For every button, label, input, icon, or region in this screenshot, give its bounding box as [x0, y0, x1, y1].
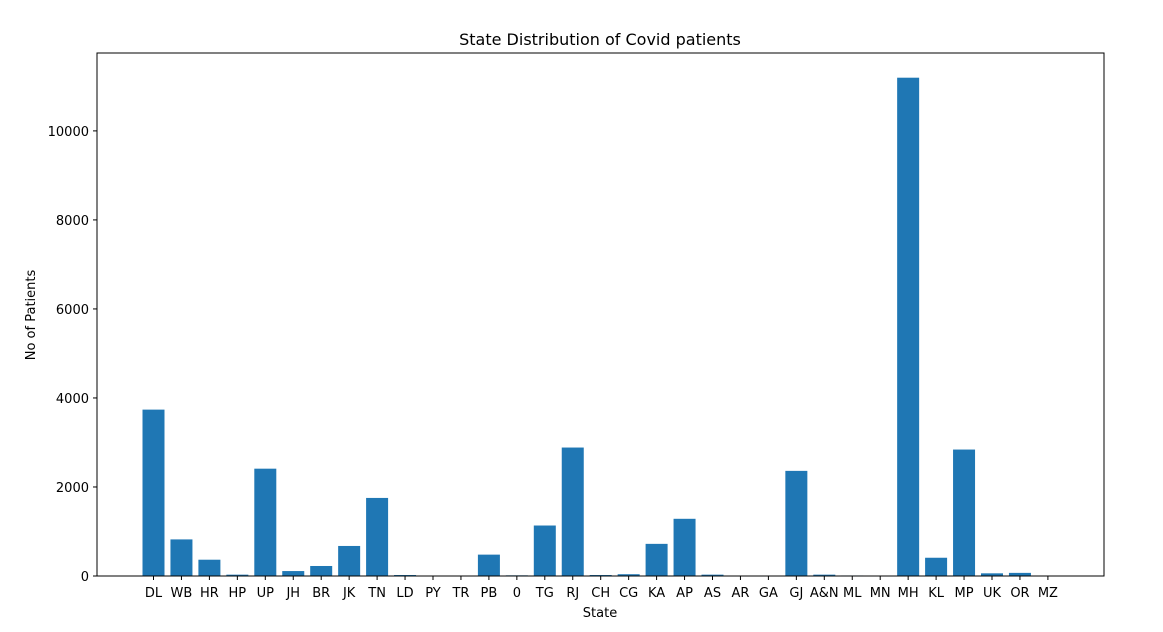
x-tick-label: MP [955, 586, 974, 601]
x-tick-label: CG [619, 586, 638, 601]
bar-TG [533, 525, 556, 576]
bar-HR [198, 559, 221, 576]
x-tick-label: ML [843, 586, 862, 601]
x-tick-label: 0 [513, 586, 521, 601]
bar-KA [645, 543, 668, 576]
x-tick-label: KA [648, 586, 665, 601]
x-tick-label: MZ [1038, 586, 1058, 601]
x-tick-label: DL [145, 586, 163, 601]
bar-JH [282, 571, 305, 576]
x-tick-label: BR [312, 586, 330, 601]
bar-WB [170, 539, 193, 576]
x-tick-label: UP [257, 586, 275, 601]
x-tick-label: JH [285, 586, 300, 601]
bar-CG [617, 574, 640, 576]
chart-title: State Distribution of Covid patients [459, 30, 741, 49]
x-tick-label: PY [425, 586, 441, 601]
y-tick-label: 4000 [56, 392, 89, 407]
bar-AS [701, 574, 724, 576]
y-axis-label: No of Patients [24, 270, 39, 361]
y-tick-label: 0 [81, 570, 89, 585]
bar-GJ [785, 470, 808, 576]
x-tick-label: HR [200, 586, 219, 601]
bar-BR [310, 565, 333, 576]
x-tick-label: MH [898, 586, 919, 601]
bar-PB [477, 554, 500, 576]
bar-JK [338, 545, 361, 576]
x-tick-label: AP [676, 586, 693, 601]
bar-AP [673, 518, 696, 576]
plot-frame [96, 52, 1105, 577]
bar-KL [925, 557, 948, 576]
x-tick-label: RJ [566, 586, 579, 601]
x-tick-label: CH [591, 586, 610, 601]
bar-UP [254, 468, 277, 576]
x-axis-ticks: DL WB HR HP UP JH BR JK TN LD PY TR PB 0 TG RJ CH CG KA AP A… [145, 576, 1058, 601]
x-tick-label: AR [731, 586, 749, 601]
bars-group [142, 77, 1059, 576]
x-tick-label: GJ [789, 586, 803, 601]
bar-A&N [813, 574, 836, 576]
y-tick-label: 10000 [48, 125, 89, 140]
bar-MP [953, 449, 976, 576]
bar-OR [1008, 572, 1031, 576]
x-tick-label: KL [928, 586, 945, 601]
x-tick-label: AS [704, 586, 721, 601]
x-tick-label: PB [481, 586, 498, 601]
y-tick-label: 2000 [56, 481, 89, 496]
x-tick-label: TR [451, 586, 469, 601]
bar-MH [897, 77, 920, 576]
y-tick-label: 6000 [56, 303, 89, 318]
bar-TN [366, 497, 389, 576]
x-tick-label: MN [870, 586, 891, 601]
bar-UK [981, 573, 1003, 576]
x-tick-label: JK [342, 586, 356, 601]
bar-HP [226, 574, 249, 576]
x-tick-label: TN [367, 586, 386, 601]
x-tick-label: HP [229, 586, 247, 601]
x-tick-label: OR [1010, 586, 1029, 601]
x-axis-label: State [583, 606, 617, 621]
x-tick-label: TG [535, 586, 554, 601]
bar-RJ [561, 447, 584, 576]
x-tick-label: UK [983, 586, 1002, 601]
x-tick-label: A&N [810, 586, 839, 601]
x-tick-label: LD [396, 586, 413, 601]
y-axis-ticks: 0 2000 4000 6000 8000 10000 [48, 125, 97, 585]
x-tick-label: WB [171, 586, 193, 601]
bar-DL [142, 409, 165, 576]
x-tick-label: GA [759, 586, 778, 601]
y-tick-label: 8000 [56, 214, 89, 229]
